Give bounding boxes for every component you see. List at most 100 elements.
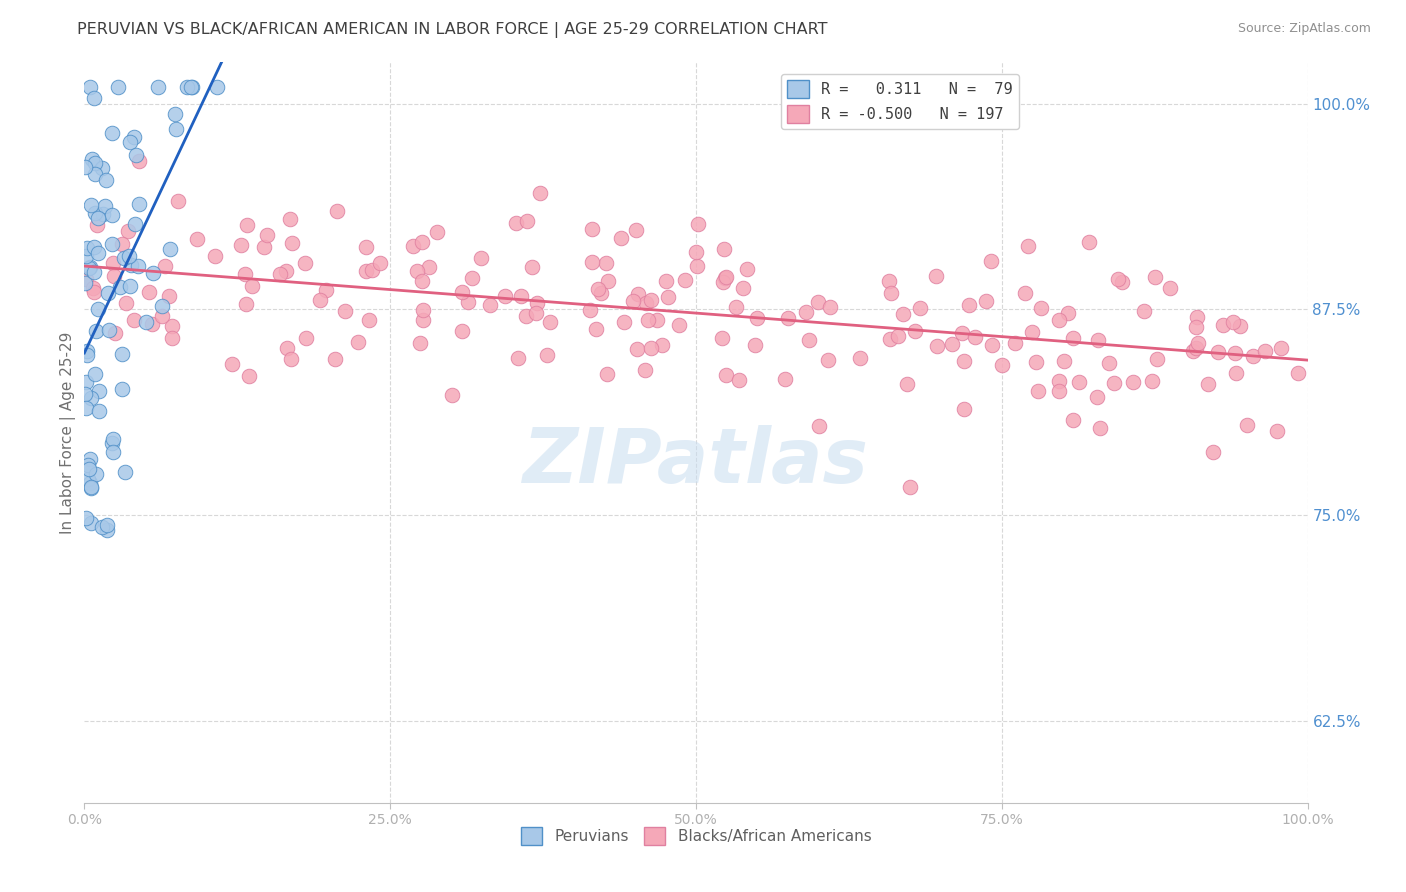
Point	[79, 481, 101, 495]
Point	[79, 391, 101, 405]
Point	[256, 227, 278, 242]
Point	[634, 295, 657, 310]
Point	[727, 373, 749, 387]
Point	[1090, 420, 1112, 434]
Point	[776, 310, 799, 325]
Point	[640, 341, 662, 355]
Point	[127, 259, 149, 273]
Point	[1028, 384, 1050, 399]
Point	[236, 218, 259, 232]
Point	[141, 317, 163, 331]
Point	[426, 225, 449, 239]
Point	[510, 289, 533, 303]
Point	[325, 204, 347, 219]
Point	[110, 236, 132, 251]
Point	[180, 80, 202, 95]
Point	[595, 256, 617, 270]
Point	[1241, 349, 1264, 363]
Text: Source: ZipAtlas.com: Source: ZipAtlas.com	[1237, 22, 1371, 36]
Point	[335, 303, 357, 318]
Point	[524, 306, 547, 320]
Point	[621, 294, 644, 309]
Point	[79, 80, 101, 95]
Point	[799, 333, 821, 347]
Point	[1206, 345, 1229, 359]
Point	[529, 186, 551, 200]
Point	[114, 465, 136, 479]
Point	[1140, 374, 1163, 388]
Point	[578, 303, 600, 318]
Point	[950, 326, 973, 340]
Point	[101, 236, 124, 251]
Point	[896, 376, 918, 391]
Text: PERUVIAN VS BLACK/AFRICAN AMERICAN IN LABOR FORCE | AGE 25-29 CORRELATION CHART: PERUVIAN VS BLACK/AFRICAN AMERICAN IN LA…	[77, 22, 828, 38]
Point	[323, 352, 346, 367]
Point	[157, 289, 180, 303]
Point	[953, 354, 976, 368]
Point	[714, 368, 737, 383]
Point	[229, 238, 252, 252]
Point	[877, 274, 900, 288]
Point	[111, 382, 134, 396]
Point	[125, 148, 148, 162]
Point	[1270, 341, 1292, 355]
Point	[711, 275, 734, 289]
Point	[1047, 313, 1070, 327]
Point	[651, 338, 673, 352]
Point	[150, 309, 173, 323]
Point	[891, 307, 914, 321]
Point	[76, 344, 98, 359]
Point	[1047, 374, 1070, 388]
Point	[411, 235, 433, 249]
Point	[75, 511, 97, 525]
Point	[980, 254, 1002, 268]
Point	[626, 342, 648, 356]
Point	[96, 173, 118, 187]
Point	[1077, 235, 1099, 250]
Point	[624, 223, 647, 237]
Point	[688, 217, 710, 231]
Point	[817, 353, 839, 368]
Point	[84, 324, 107, 338]
Point	[180, 80, 202, 95]
Point	[1085, 390, 1108, 404]
Point	[103, 269, 125, 284]
Point	[160, 331, 183, 345]
Point	[96, 523, 118, 537]
Point	[1031, 301, 1053, 316]
Point	[1223, 345, 1246, 359]
Point	[79, 260, 101, 274]
Point	[609, 230, 631, 244]
Point	[103, 433, 125, 447]
Point	[1236, 417, 1258, 432]
Point	[96, 518, 118, 533]
Point	[89, 404, 111, 418]
Point	[405, 264, 427, 278]
Point	[238, 369, 260, 384]
Point	[1187, 335, 1209, 350]
Point	[686, 259, 709, 273]
Point	[83, 285, 105, 299]
Point	[418, 260, 440, 275]
Point	[409, 336, 432, 351]
Point	[361, 262, 384, 277]
Point	[135, 315, 157, 329]
Point	[1102, 376, 1125, 390]
Point	[308, 293, 330, 308]
Point	[75, 401, 97, 415]
Point	[87, 301, 110, 316]
Point	[77, 461, 100, 475]
Point	[82, 281, 104, 295]
Point	[166, 194, 188, 208]
Point	[1004, 335, 1026, 350]
Point	[165, 122, 187, 136]
Point	[101, 126, 124, 140]
Point	[80, 197, 103, 211]
Point	[673, 273, 696, 287]
Point	[898, 480, 921, 494]
Point	[83, 91, 105, 105]
Point	[925, 268, 948, 283]
Point	[849, 351, 872, 365]
Point	[1133, 304, 1156, 318]
Point	[75, 249, 97, 263]
